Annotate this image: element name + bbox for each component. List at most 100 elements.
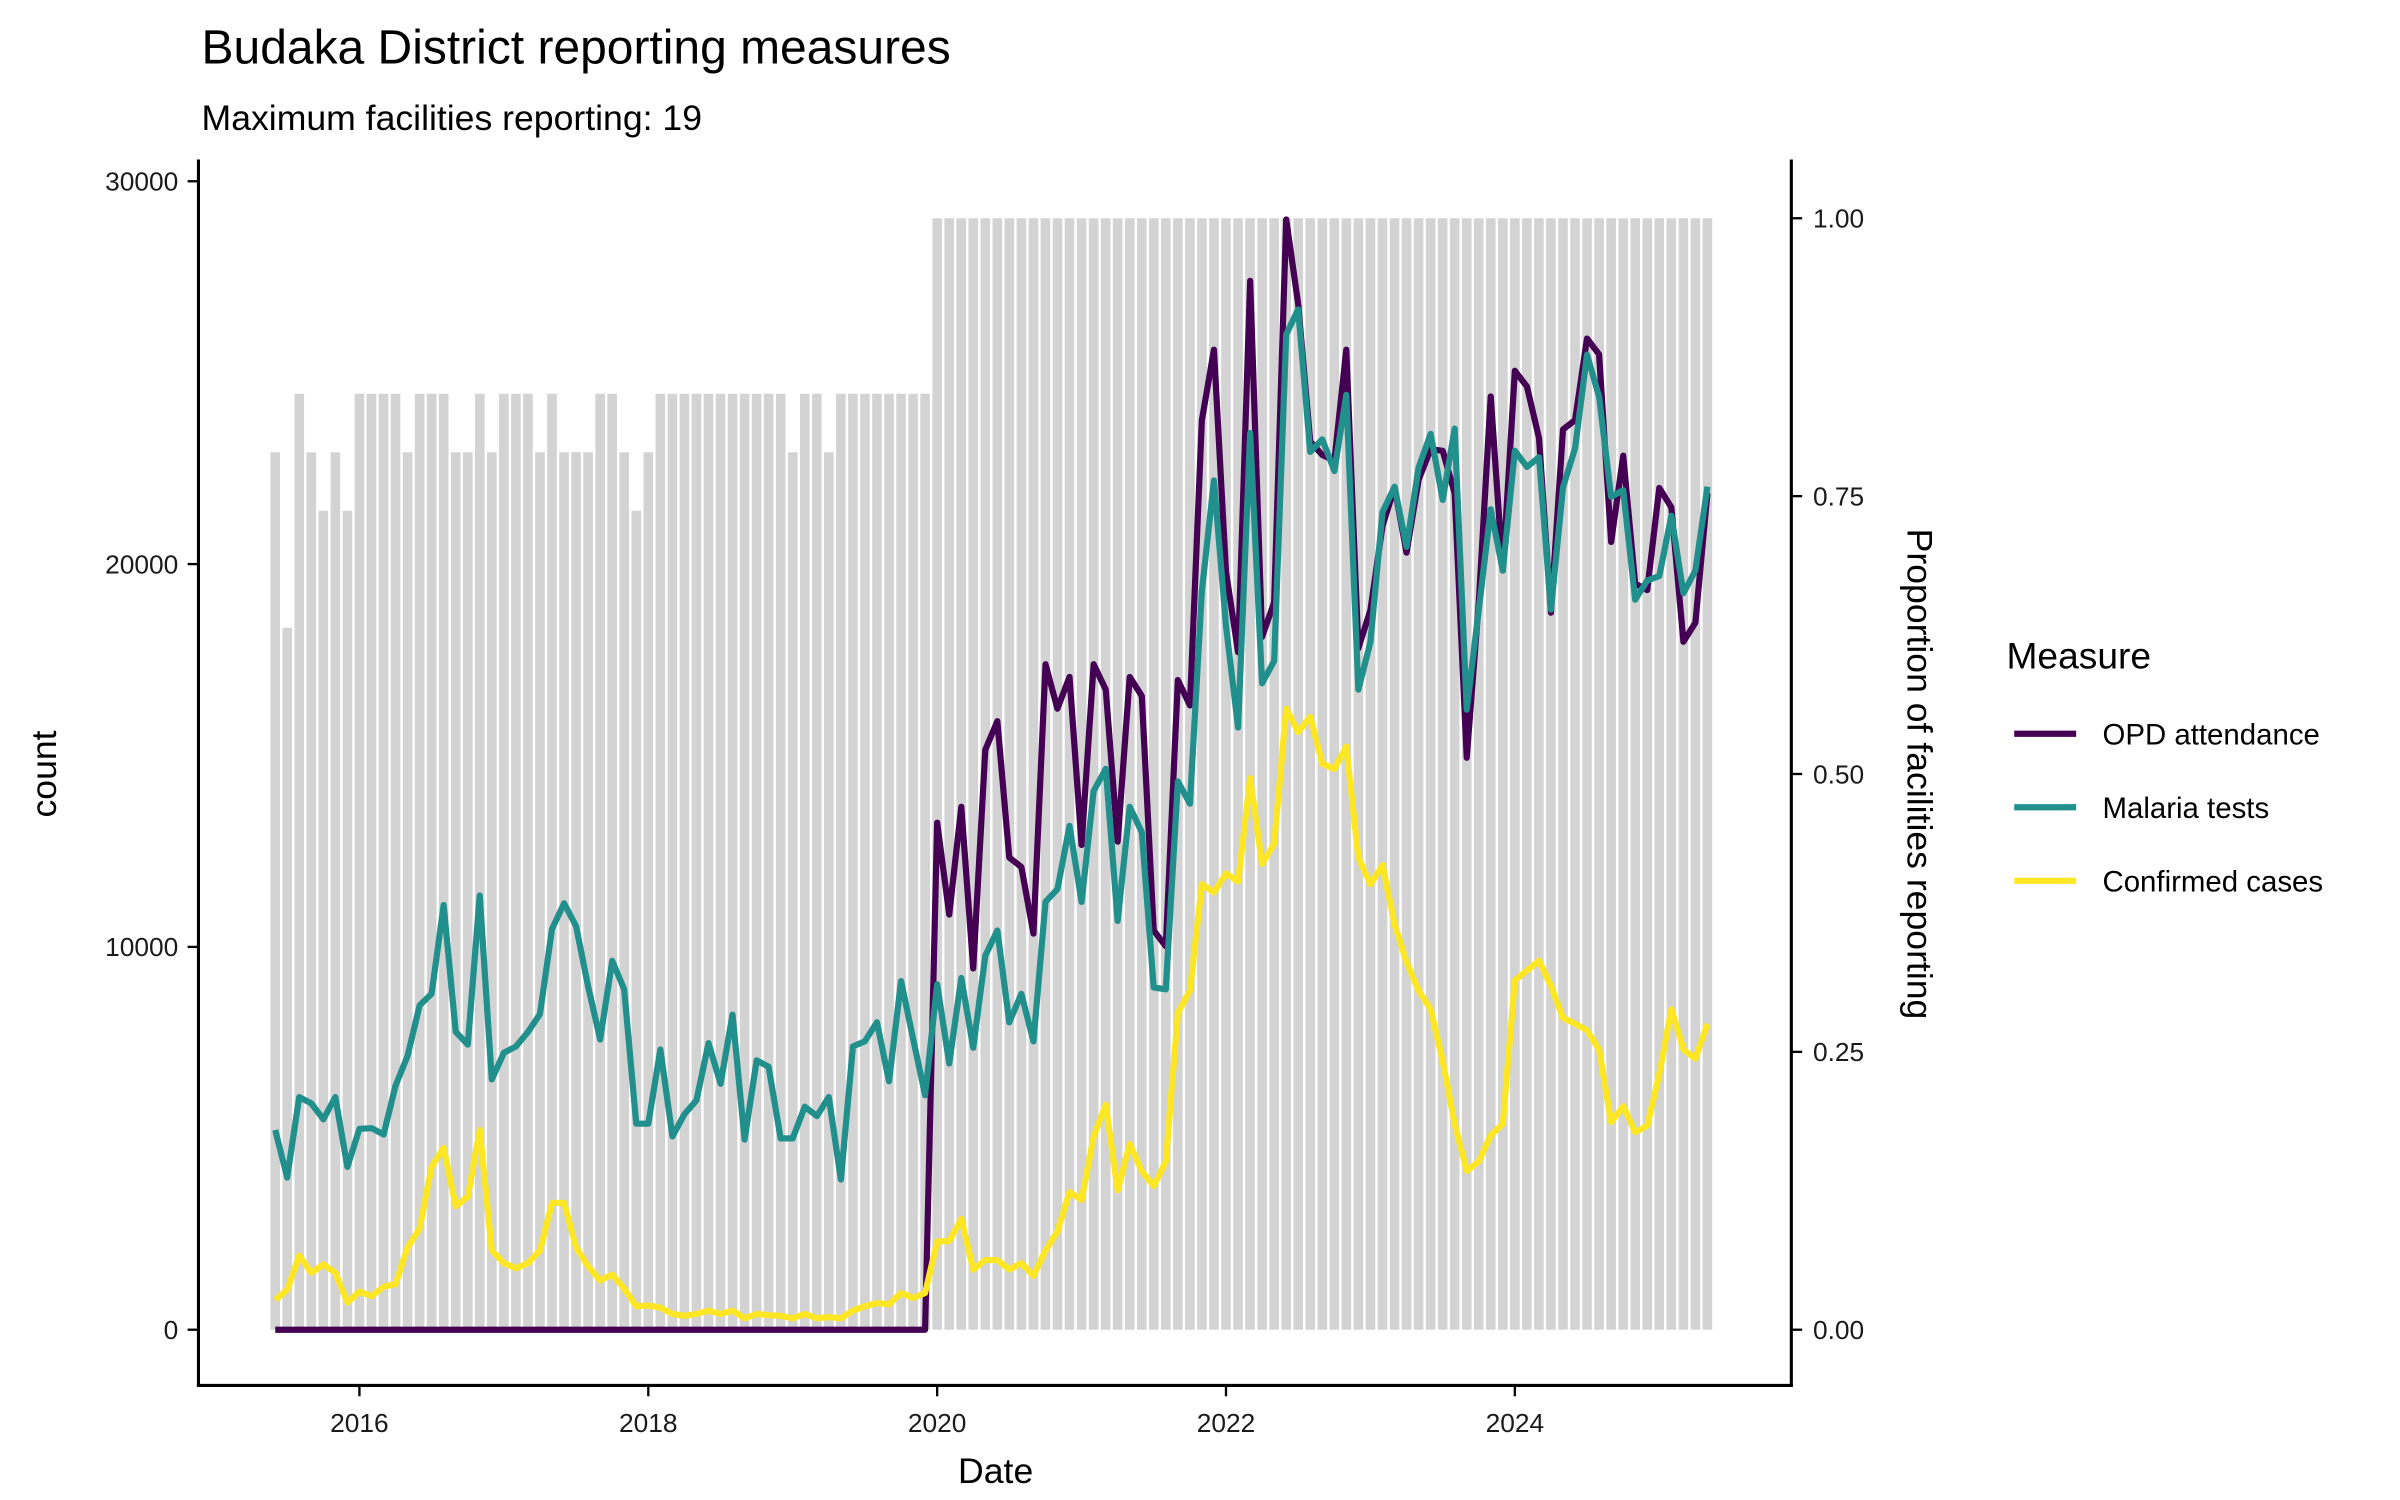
facility-bar [727, 393, 738, 1330]
facility-bar [426, 393, 437, 1330]
chart-title: Budaka District reporting measures [202, 21, 951, 74]
facility-bar [342, 510, 353, 1330]
facility-bar [523, 393, 533, 1330]
legend-label: Malaria tests [2102, 792, 2269, 825]
facility-bar [619, 452, 630, 1330]
facility-bar [270, 452, 280, 1330]
facility-bar [667, 393, 678, 1330]
facility-bar [1293, 218, 1304, 1330]
facility-bar [1678, 218, 1689, 1330]
facility-bar [1365, 218, 1376, 1330]
facility-bar [1305, 218, 1316, 1330]
facility-bar [1088, 218, 1099, 1330]
facility-bar [450, 452, 461, 1330]
x-tick-label: 2016 [330, 1408, 389, 1438]
facility-bar [1425, 218, 1436, 1330]
facility-bar [559, 452, 569, 1330]
facility-bar [1510, 218, 1520, 1330]
y-tick-label: 20000 [105, 549, 178, 579]
facility-bar [306, 452, 317, 1330]
facility-bar [968, 218, 979, 1330]
facility-bar [378, 393, 389, 1330]
y-right-tick-label: 0.25 [1813, 1037, 1864, 1067]
facility-bar [1461, 218, 1472, 1330]
x-tick-label: 2018 [619, 1408, 678, 1438]
facility-bar [848, 393, 858, 1330]
series-line-opd-attendance [275, 216, 1711, 1333]
facility-bar [1666, 218, 1677, 1330]
y-tick-label: 30000 [105, 167, 178, 197]
facility-bar [932, 218, 942, 1330]
facility-bar [1317, 218, 1328, 1330]
facility-bar [390, 393, 401, 1330]
facility-bar [499, 393, 509, 1330]
facility-bar [920, 393, 930, 1330]
facility-bar [1702, 218, 1713, 1330]
facility-bar [607, 393, 617, 1330]
y-tick-label: 0 [164, 1315, 179, 1345]
chart-subtitle: Maximum facilities reporting: 19 [202, 98, 702, 138]
facility-bar [1136, 218, 1147, 1330]
facility-bar [1389, 218, 1400, 1330]
facility-bar [1690, 218, 1701, 1330]
facility-bar [992, 218, 1003, 1330]
facility-bar [1437, 218, 1448, 1330]
facility-bar [1197, 218, 1207, 1330]
facility-bar [1245, 218, 1255, 1330]
facility-bar [1401, 218, 1412, 1330]
legend-item: Confirmed cases [2014, 866, 2323, 899]
facility-bar [787, 452, 798, 1330]
facility-bar [655, 393, 666, 1330]
facility-bar [860, 393, 870, 1330]
facility-bar [631, 510, 642, 1330]
facility-bar [1040, 218, 1051, 1330]
legend-label: Confirmed cases [2102, 866, 2323, 899]
facility-bar [1004, 218, 1015, 1330]
facility-bar [1570, 218, 1580, 1330]
legend-item: Malaria tests [2014, 792, 2269, 825]
facility-bar [1630, 218, 1641, 1330]
x-tick-label: 2024 [1486, 1408, 1545, 1438]
facility-bar [294, 393, 305, 1330]
facility-bar [354, 393, 365, 1330]
facility-bar [438, 393, 449, 1330]
facility-bar [1377, 218, 1388, 1330]
facility-bar [1148, 218, 1159, 1330]
facility-bar [1413, 218, 1424, 1330]
y-right-tick-label: 0.00 [1813, 1315, 1864, 1345]
facility-bar [1353, 218, 1364, 1330]
y-axis-title: count [24, 730, 64, 817]
facility-bar [318, 510, 329, 1330]
facility-bar [1594, 218, 1604, 1330]
facility-bar [679, 393, 690, 1330]
facility-bar [703, 393, 714, 1330]
legend-title: Measure [2007, 635, 2152, 677]
legend-item: OPD attendance [2014, 719, 2320, 752]
ticks: 0 10000 20000 30000 0.00 0.25 0.50 0.75 1.00 2016… [105, 167, 1864, 1438]
facility-bar [487, 452, 497, 1330]
facility-bar [1485, 218, 1496, 1330]
facility-bar [1642, 218, 1653, 1330]
facility-bar [547, 393, 557, 1330]
facility-bar [1173, 218, 1183, 1330]
facility-bar [751, 393, 762, 1330]
y-right-tick-label: 1.00 [1813, 204, 1864, 234]
facility-bar [739, 393, 750, 1330]
facility-bar [414, 393, 425, 1330]
x-tick-label: 2022 [1197, 1408, 1256, 1438]
y-right-tick-label: 0.75 [1813, 481, 1864, 511]
facility-bar [643, 452, 654, 1330]
facility-bar [1221, 218, 1231, 1330]
facility-bar [1654, 218, 1665, 1330]
facility-bar [1233, 218, 1243, 1330]
facility-bar [1522, 218, 1532, 1330]
facility-bar [1498, 218, 1508, 1330]
series-line-malaria-tests [272, 306, 1711, 1183]
facility-bar [475, 393, 485, 1330]
y-right-tick-label: 0.50 [1813, 759, 1864, 789]
y-tick-label: 10000 [105, 932, 178, 962]
facility-bar [571, 452, 581, 1330]
facility-bar [908, 393, 918, 1330]
facility-bar [1449, 218, 1460, 1330]
